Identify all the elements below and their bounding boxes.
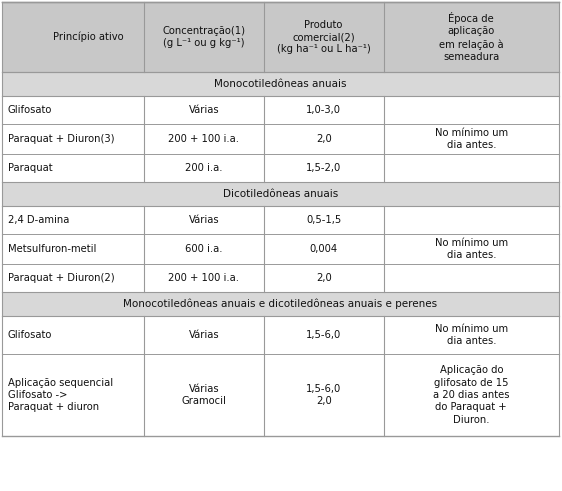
Text: Várias
Gramocil: Várias Gramocil — [182, 384, 226, 406]
Text: Glifosato: Glifosato — [8, 105, 52, 115]
Text: 1,0-3,0: 1,0-3,0 — [306, 105, 341, 115]
Bar — [2, 292, 559, 316]
Text: 2,0: 2,0 — [316, 273, 332, 283]
Text: Produto
comercial(2)
(kg ha⁻¹ ou L ha⁻¹): Produto comercial(2) (kg ha⁻¹ ou L ha⁻¹) — [277, 20, 370, 55]
Text: Várias: Várias — [189, 105, 219, 115]
Text: 200 i.a.: 200 i.a. — [185, 163, 223, 173]
Bar — [2, 182, 559, 206]
Text: 600 i.a.: 600 i.a. — [185, 244, 223, 254]
Text: Concentração(1)
(g L⁻¹ ou g kg⁻¹): Concentração(1) (g L⁻¹ ou g kg⁻¹) — [162, 26, 246, 48]
Text: Várias: Várias — [189, 330, 219, 340]
Text: Paraquat: Paraquat — [8, 163, 53, 173]
Bar — [2, 2, 559, 72]
Text: Dicotiledôneas anuais: Dicotiledôneas anuais — [223, 189, 338, 199]
Text: Paraquat + Diuron(2): Paraquat + Diuron(2) — [8, 273, 115, 283]
Text: Princípio ativo: Princípio ativo — [53, 32, 124, 42]
Text: 200 + 100 i.a.: 200 + 100 i.a. — [169, 273, 239, 283]
Text: 1,5-6,0
2,0: 1,5-6,0 2,0 — [306, 384, 341, 406]
Text: Glifosato: Glifosato — [8, 330, 52, 340]
Text: 1,5-2,0: 1,5-2,0 — [306, 163, 341, 173]
Text: Monocotiledôneas anuais: Monocotiledôneas anuais — [214, 79, 347, 89]
Text: Várias: Várias — [189, 215, 219, 225]
Text: No mínimo um
dia antes.: No mínimo um dia antes. — [435, 324, 508, 346]
Text: 0,5-1,5: 0,5-1,5 — [306, 215, 341, 225]
Text: Metsulfuron-metil: Metsulfuron-metil — [8, 244, 96, 254]
Text: No mínimo um
dia antes.: No mínimo um dia antes. — [435, 128, 508, 150]
Text: 0,004: 0,004 — [310, 244, 338, 254]
Text: Aplicação sequencial
Glifosato ->
Paraquat + diuron: Aplicação sequencial Glifosato -> Paraqu… — [8, 378, 113, 412]
Text: 200 + 100 i.a.: 200 + 100 i.a. — [169, 134, 239, 144]
Text: 2,4 D-amina: 2,4 D-amina — [8, 215, 69, 225]
Text: 1,5-6,0: 1,5-6,0 — [306, 330, 341, 340]
Text: Aplicação do
glifosato de 15
a 20 dias antes
do Paraquat +
Diuron.: Aplicação do glifosato de 15 a 20 dias a… — [433, 365, 510, 425]
Text: Monocotiledôneas anuais e dicotiledôneas anuais e perenes: Monocotiledôneas anuais e dicotiledôneas… — [124, 299, 438, 309]
Text: 2,0: 2,0 — [316, 134, 332, 144]
Text: Época de
aplicação
em relação à
semeadura: Época de aplicação em relação à semeadur… — [439, 12, 504, 62]
Text: Paraquat + Diuron(3): Paraquat + Diuron(3) — [8, 134, 115, 144]
Bar — [2, 72, 559, 96]
Text: No mínimo um
dia antes.: No mínimo um dia antes. — [435, 238, 508, 260]
